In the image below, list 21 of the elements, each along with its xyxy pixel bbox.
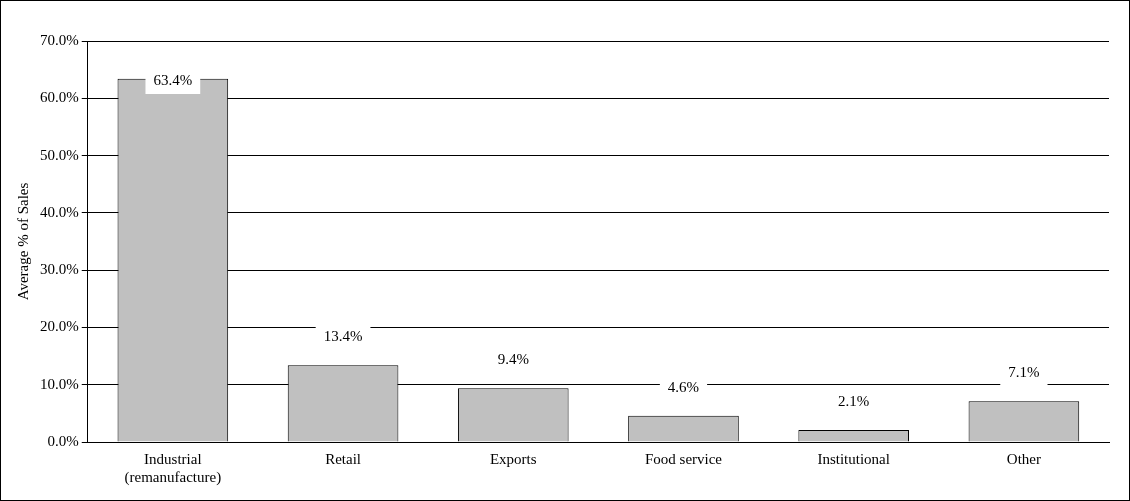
x-tick-label: Retail bbox=[325, 450, 361, 467]
y-tick-label: 10.0% bbox=[40, 375, 79, 392]
data-label: 13.4% bbox=[323, 328, 363, 345]
y-tick-label: 0.0% bbox=[47, 432, 79, 449]
y-tick-label: 70.0% bbox=[40, 31, 79, 48]
x-tick-label: Other bbox=[1006, 450, 1041, 467]
data-label: 7.1% bbox=[1008, 364, 1040, 381]
data-label: 2.1% bbox=[838, 392, 870, 409]
y-tick-label: 50.0% bbox=[40, 146, 79, 163]
y-tick-label: 20.0% bbox=[40, 318, 79, 335]
x-tick-label: Industrial (remanufacture) bbox=[124, 450, 222, 486]
y-tick-label: 60.0% bbox=[40, 89, 79, 106]
y-tick-label: 30.0% bbox=[40, 261, 79, 278]
y-axis-title: Average % of Sales bbox=[14, 182, 31, 301]
data-label: 63.4% bbox=[153, 71, 193, 88]
y-tick-label: 40.0% bbox=[40, 203, 79, 220]
x-tick-label: Institutional bbox=[817, 450, 890, 467]
x-tick-label: Food service bbox=[644, 450, 723, 467]
data-label: 4.6% bbox=[667, 378, 700, 395]
x-tick-label: Exports bbox=[489, 450, 537, 467]
data-label: 9.4% bbox=[497, 351, 529, 368]
